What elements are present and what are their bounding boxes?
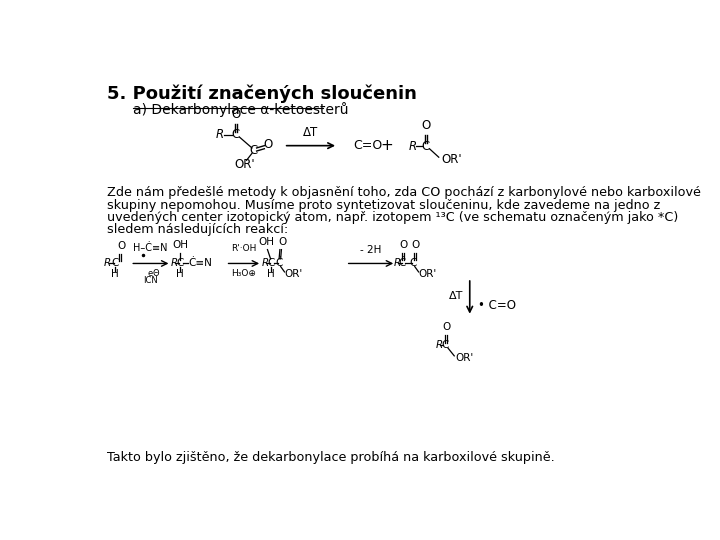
Text: uvedených center izotopický atom, např. izotopem ¹³C (ve schematu označeným jako: uvedených center izotopický atom, např. …: [107, 211, 678, 224]
Text: OR': OR': [456, 353, 474, 363]
Text: ΔT: ΔT: [303, 126, 318, 139]
Text: Θ: Θ: [153, 269, 159, 278]
Text: O: O: [232, 108, 241, 121]
Text: C: C: [232, 129, 240, 141]
Text: 5. Použití značených sloučenin: 5. Použití značených sloučenin: [107, 84, 417, 103]
Text: R: R: [436, 340, 443, 350]
Text: OR': OR': [418, 269, 437, 279]
Text: Takto bylo zjištěno, že dekarbonylace probíhá na karboxilové skupině.: Takto bylo zjištěno, že dekarbonylace pr…: [107, 451, 555, 464]
Text: H–Ċ≡N: H–Ċ≡N: [133, 242, 168, 253]
Text: a) Dekarbonylace α-ketoesterů: a) Dekarbonylace α-ketoesterů: [132, 102, 348, 117]
Text: C: C: [249, 144, 258, 157]
Text: O: O: [422, 119, 431, 132]
Text: O: O: [399, 240, 408, 249]
Text: H: H: [266, 269, 274, 279]
Text: sledem následujících reakcí:: sledem následujících reakcí:: [107, 224, 288, 237]
Text: C: C: [421, 140, 430, 153]
Text: R: R: [408, 140, 416, 153]
Text: OR': OR': [441, 153, 462, 166]
Text: Ċ≡N: Ċ≡N: [189, 259, 212, 268]
Text: OR': OR': [284, 269, 303, 279]
Text: Ċ: Ċ: [276, 259, 283, 268]
Text: C: C: [410, 259, 417, 268]
Text: R: R: [171, 259, 178, 268]
Text: H₃O⊕: H₃O⊕: [231, 269, 256, 278]
Text: C: C: [267, 259, 274, 268]
Text: ΔT: ΔT: [449, 291, 463, 301]
Text: O: O: [279, 237, 287, 247]
Text: OH: OH: [172, 240, 188, 249]
Text: O: O: [442, 322, 451, 332]
Text: R: R: [215, 129, 223, 141]
Text: Zde nám předešlé metody k objasnění toho, zda CO pochází z karbonylové nebo karb: Zde nám předešlé metody k objasnění toho…: [107, 186, 701, 199]
Text: R: R: [104, 259, 111, 268]
Text: C: C: [176, 259, 184, 268]
Text: ICN: ICN: [143, 276, 158, 285]
Text: • C=O: • C=O: [477, 299, 516, 312]
Text: R: R: [394, 259, 401, 268]
Text: - 2H: - 2H: [360, 245, 381, 255]
Text: C=O: C=O: [354, 139, 383, 152]
Text: H: H: [176, 269, 184, 279]
Text: R: R: [261, 259, 269, 268]
Text: O: O: [117, 241, 125, 251]
Text: C: C: [441, 340, 449, 350]
Text: OH: OH: [258, 237, 274, 247]
Text: +: +: [380, 138, 393, 153]
Text: Ċ: Ċ: [399, 259, 406, 268]
Text: skupiny nepomohou. Musíme proto syntetizovat sloučeninu, kde zavedeme na jedno z: skupiny nepomohou. Musíme proto syntetiz…: [107, 199, 660, 212]
Text: O: O: [264, 138, 273, 151]
Text: O: O: [411, 240, 420, 249]
Text: H: H: [111, 269, 119, 279]
Text: e: e: [148, 269, 153, 278]
Text: R'·OH: R'·OH: [231, 245, 256, 253]
Text: OR': OR': [234, 158, 255, 171]
Text: C: C: [111, 259, 119, 268]
